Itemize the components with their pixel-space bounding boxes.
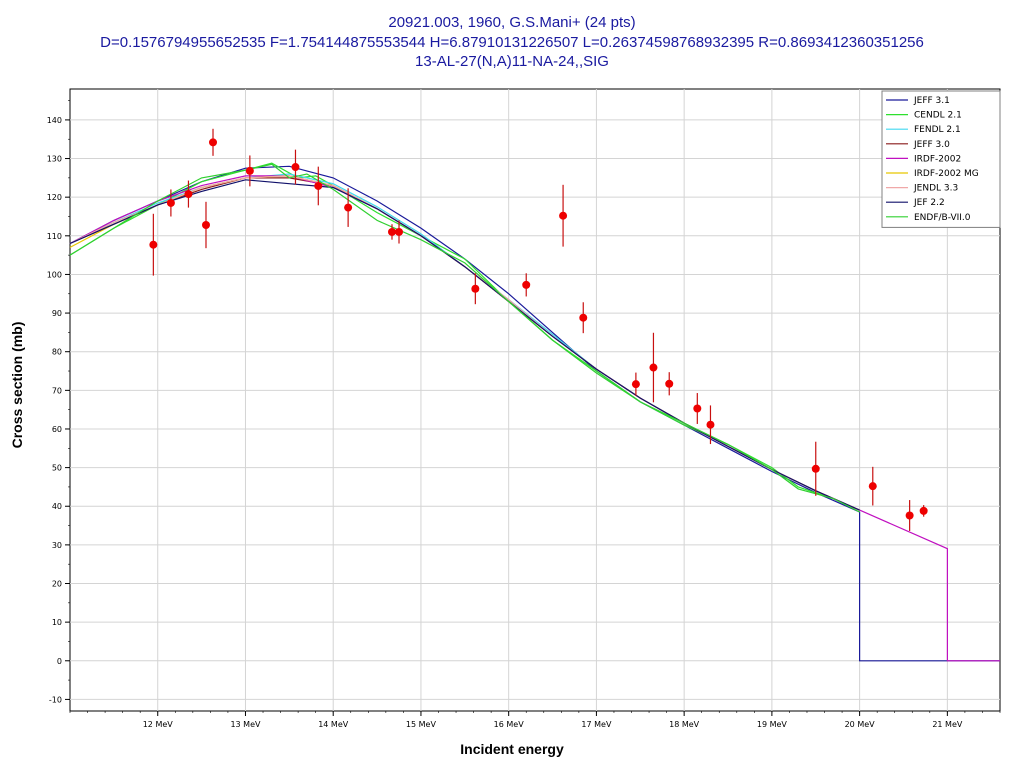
x-tick-label: 12 MeV <box>143 720 174 729</box>
data-point <box>559 211 568 220</box>
data-point <box>811 464 820 473</box>
data-point <box>166 198 175 207</box>
y-tick-label: 80 <box>52 348 62 357</box>
legend-label: ENDF/B-VII.0 <box>914 213 971 223</box>
legend-label: JEF 2.2 <box>913 198 945 208</box>
x-tick-label: 18 MeV <box>669 720 700 729</box>
data-point <box>649 363 658 372</box>
data-point <box>291 163 300 172</box>
y-tick-label: 20 <box>52 580 62 589</box>
plot-area <box>69 88 1001 712</box>
series-line-endf-b-vii-0 <box>69 163 860 513</box>
data-point <box>344 203 353 212</box>
data-point <box>395 227 404 236</box>
data-point <box>868 482 877 491</box>
data-point <box>201 220 210 229</box>
legend-box <box>881 90 1001 228</box>
y-tick-label: 0 <box>57 657 62 666</box>
y-tick-label: 30 <box>52 541 62 550</box>
experimental-points <box>149 128 928 531</box>
legend-label: IRDF-2002 MG <box>914 169 979 179</box>
x-tick-label: 21 MeV <box>932 720 963 729</box>
x-tick-label: 17 MeV <box>581 720 612 729</box>
legend-label: JEFF 3.1 <box>913 96 950 106</box>
data-point <box>245 166 254 175</box>
data-point <box>471 284 480 293</box>
data-point <box>665 379 674 388</box>
x-tick-label: 14 MeV <box>318 720 349 729</box>
legend-label: JEFF 3.0 <box>913 140 950 150</box>
data-point <box>184 190 193 199</box>
data-point <box>579 313 588 322</box>
x-tick-label: 20 MeV <box>845 720 876 729</box>
chart-title-parameters: D=0.1576794955652535 F=1.754144875553544… <box>100 34 924 51</box>
legend: JEFF 3.1 CENDL 2.1 FENDL 2.1 JEFF 3.0 IRDF-2… <box>881 90 1001 228</box>
x-tick-label: 19 MeV <box>757 720 788 729</box>
evaluated-series <box>69 162 1000 662</box>
y-tick-label: 50 <box>52 464 62 473</box>
chart-title-dataset: 20921.003, 1960, G.S.Mani+ (24 pts) <box>388 14 636 31</box>
data-point <box>522 280 531 289</box>
legend-label: CENDL 2.1 <box>914 111 962 121</box>
x-tick-label: 13 MeV <box>230 720 261 729</box>
data-point <box>209 138 218 147</box>
legend-label: FENDL 2.1 <box>914 125 961 135</box>
y-axis-label: Cross section (mb) <box>9 321 25 449</box>
x-tick-label: 16 MeV <box>494 720 525 729</box>
y-tick-label: 90 <box>52 309 62 318</box>
legend-label: IRDF-2002 <box>914 154 961 164</box>
chart-title-reaction: 13-AL-27(N,A)11-NA-24,,SIG <box>415 53 609 70</box>
y-tick-label: 100 <box>47 270 62 279</box>
y-tick-label: 10 <box>52 618 62 627</box>
data-point <box>693 404 702 413</box>
data-point <box>314 181 323 190</box>
y-tick-label: 130 <box>47 155 62 164</box>
series-line-jef-2-2 <box>69 179 860 511</box>
y-tick-label: 60 <box>52 425 62 434</box>
data-point <box>149 240 158 249</box>
y-tick-label: -10 <box>49 695 62 704</box>
y-tick-label: 110 <box>47 232 62 241</box>
data-point <box>919 506 928 515</box>
y-tick-label: 40 <box>52 502 62 511</box>
legend-label: JENDL 3.3 <box>913 184 958 194</box>
data-point <box>706 420 715 429</box>
x-tick-label: 15 MeV <box>406 720 437 729</box>
y-tick-label: 120 <box>47 193 62 202</box>
axis-ticks: 12 MeV 13 MeV 14 MeV 15 MeV 16 MeV 17 MeV 18 M… <box>47 100 1001 729</box>
series-line-jeff-3-1 <box>69 165 1000 662</box>
x-axis-label: Incident energy <box>460 741 564 757</box>
data-point <box>631 380 640 389</box>
data-point <box>387 227 396 236</box>
y-tick-label: 70 <box>52 386 62 395</box>
series-line-cendl-2-1 <box>69 162 860 511</box>
y-tick-label: 140 <box>47 116 62 125</box>
data-point <box>905 511 914 520</box>
